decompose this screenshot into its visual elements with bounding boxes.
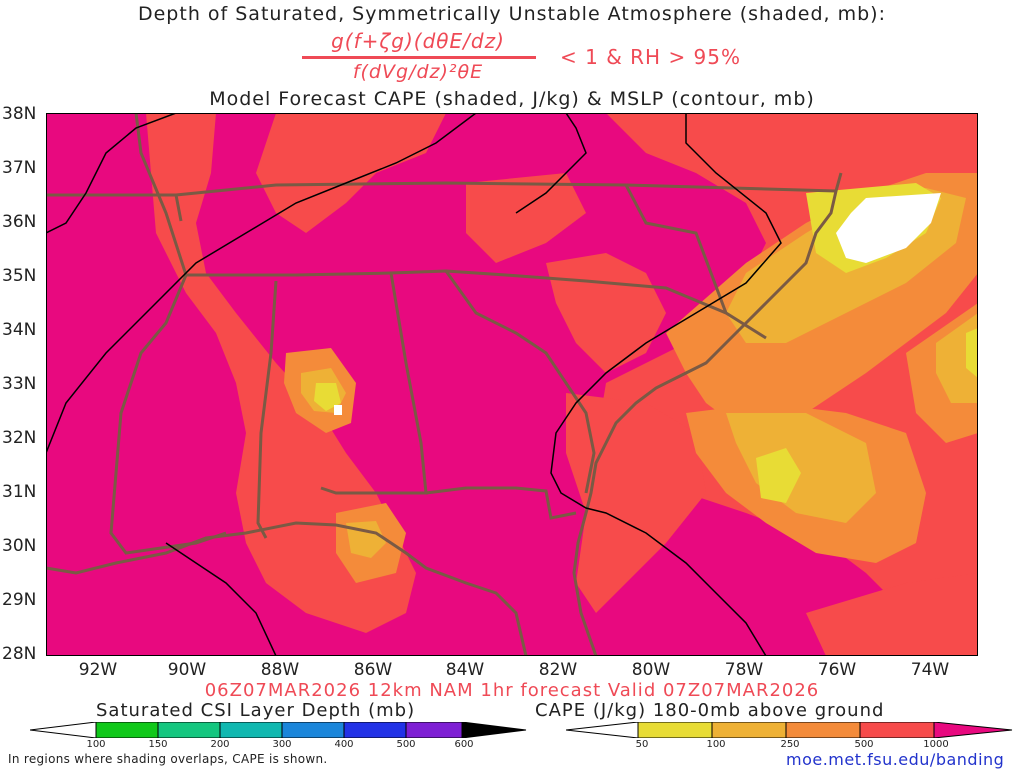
csi-swatch-over-600 bbox=[461, 722, 527, 738]
axis-ticks bbox=[46, 113, 978, 656]
lat-label: 31N bbox=[2, 482, 37, 502]
cape-colorbar-label: CAPE (J/kg) 180-0mb above ground bbox=[535, 700, 885, 721]
cape-tick: 100 bbox=[706, 739, 726, 750]
lon-label: 78W bbox=[724, 660, 764, 680]
mslp-isobars bbox=[46, 113, 782, 656]
lat-label: 37N bbox=[2, 158, 37, 178]
csi-swatch-150-200 bbox=[157, 722, 221, 738]
csi-tick: 200 bbox=[210, 739, 230, 750]
lon-label: 82W bbox=[538, 660, 578, 680]
lon-label: 84W bbox=[445, 660, 485, 680]
lat-label: 35N bbox=[2, 266, 37, 286]
lat-label: 36N bbox=[2, 212, 37, 232]
csi-tick: 150 bbox=[148, 739, 168, 750]
lat-label: 28N bbox=[2, 644, 37, 664]
cape-under-50-region bbox=[334, 193, 941, 415]
lat-label: 30N bbox=[2, 536, 37, 556]
lon-label: 88W bbox=[260, 660, 300, 680]
lat-label: 38N bbox=[2, 104, 37, 124]
formula-condition: < 1 & RH > 95% bbox=[560, 45, 742, 69]
csi-tick: 100 bbox=[86, 739, 106, 750]
csi-tick: 600 bbox=[454, 739, 474, 750]
cape-tick: 500 bbox=[854, 739, 874, 750]
lon-label: 80W bbox=[631, 660, 671, 680]
title-line-3: Model Forecast CAPE (shaded, J/kg) & MSL… bbox=[209, 88, 815, 110]
formula-fraction-bar bbox=[302, 56, 536, 59]
cape-tick: 50 bbox=[635, 739, 649, 750]
state-boundaries bbox=[46, 113, 843, 656]
lon-label: 92W bbox=[78, 660, 118, 680]
csi-swatch-400-500 bbox=[343, 722, 407, 738]
csi-swatch-300-400 bbox=[281, 722, 345, 738]
csi-tick: 500 bbox=[396, 739, 416, 750]
csi-swatch-under-100 bbox=[30, 722, 97, 738]
title-line-1: Depth of Saturated, Symmetrically Unstab… bbox=[137, 3, 886, 25]
lon-label: 74W bbox=[910, 660, 950, 680]
csi-swatch-100-150 bbox=[95, 722, 159, 738]
cape-swatch-under-50 bbox=[566, 722, 639, 738]
cape-tick: 1000 bbox=[923, 739, 949, 750]
cape-colorbar bbox=[566, 722, 1013, 738]
lat-label: 29N bbox=[2, 590, 37, 610]
lat-label: 34N bbox=[2, 320, 37, 340]
cape-tick: 250 bbox=[780, 739, 800, 750]
cape-swatch-500-1000 bbox=[859, 722, 935, 738]
cape-swatch-100-250 bbox=[711, 722, 787, 738]
valid-time-line: 06Z07MAR2026 12km NAM 1hr forecast Valid… bbox=[204, 680, 820, 701]
forecast-map bbox=[46, 113, 978, 656]
formula-denominator: f(dVg/dz)²θE bbox=[352, 61, 484, 83]
cape-swatch-50-100 bbox=[637, 722, 713, 738]
cape-swatch-250-500 bbox=[785, 722, 861, 738]
lat-label: 33N bbox=[2, 374, 37, 394]
csi-tick: 400 bbox=[334, 739, 354, 750]
lat-label: 32N bbox=[2, 428, 37, 448]
csi-colorbar bbox=[30, 722, 527, 738]
overlap-note: In regions where shading overlaps, CAPE … bbox=[8, 752, 328, 766]
lon-label: 86W bbox=[353, 660, 393, 680]
lon-label: 76W bbox=[817, 660, 857, 680]
csi-swatch-200-300 bbox=[219, 722, 283, 738]
csi-swatch-500-600 bbox=[405, 722, 463, 738]
source-url[interactable]: moe.met.fsu.edu/banding bbox=[786, 750, 1005, 769]
csi-colorbar-label: Saturated CSI Layer Depth (mb) bbox=[96, 700, 416, 721]
formula-numerator: g(f+ζg)(dθE/dz) bbox=[331, 29, 505, 53]
csi-tick: 300 bbox=[272, 739, 292, 750]
lon-label: 90W bbox=[167, 660, 207, 680]
cape-swatch-over-1000 bbox=[933, 722, 1013, 738]
